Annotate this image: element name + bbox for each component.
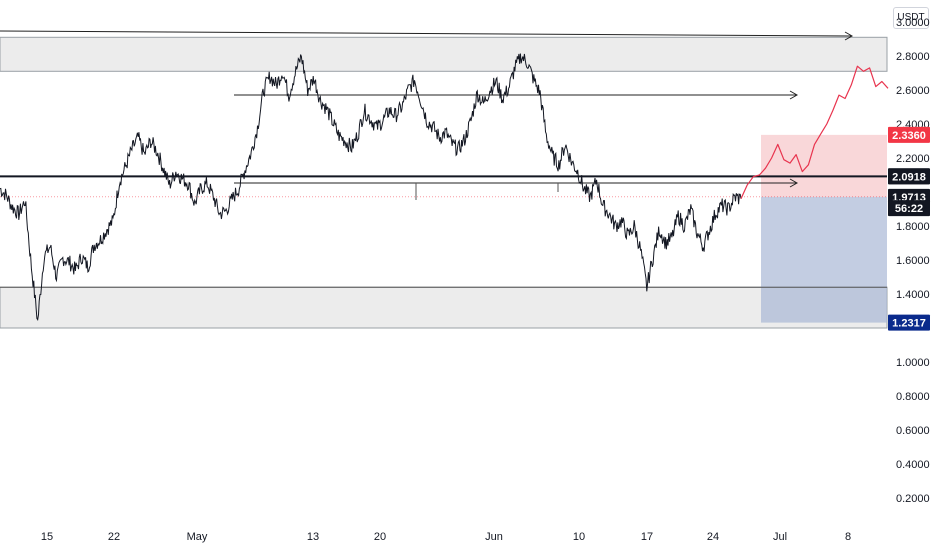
- y-tick-label: 1.6000: [896, 255, 930, 267]
- price-tag-bg: [888, 168, 930, 185]
- y-tick-label: 2.8000: [896, 51, 930, 63]
- x-tick-label: 24: [707, 531, 719, 543]
- y-tick-label: 1.8000: [896, 221, 930, 233]
- x-tick-label: 10: [573, 531, 585, 543]
- price-tag-bg: [888, 200, 930, 217]
- price-tag-label: 2.3360: [892, 130, 926, 142]
- currency-button[interactable]: USDT: [893, 7, 929, 29]
- x-tick-label: 13: [307, 531, 319, 543]
- x-tick-label: 15: [41, 531, 53, 543]
- price-tag-countdown: 56:22: [888, 200, 930, 217]
- upper-arrow-head: [789, 90, 799, 100]
- projection-series: [740, 65, 889, 200]
- price-tag-stop: 2.3360: [888, 126, 930, 143]
- y-tick-label: 0.4000: [896, 459, 930, 471]
- y-tick-label: 3.0000: [896, 17, 930, 29]
- top-arrow-head: [844, 31, 854, 41]
- x-tick-label: 17: [641, 531, 653, 543]
- levels-layer: [0, 175, 887, 288]
- take-profit-zone: [761, 196, 887, 323]
- price-tag-label: 1.2317: [892, 318, 926, 330]
- price-axis: 3.00002.80002.60002.40002.20001.80001.60…: [896, 17, 930, 505]
- x-tick-label: 8: [845, 531, 851, 543]
- y-tick-label: 0.2000: [896, 493, 930, 505]
- arrows-layer: [0, 30, 854, 200]
- time-axis: 15 22 May 13 20 Jun 10 17 24 Jul 8: [41, 531, 851, 543]
- y-tick-label: 2.2000: [896, 153, 930, 165]
- x-tick-label: Jun: [485, 531, 503, 543]
- x-tick-label: Jul: [773, 531, 787, 543]
- price-tag-label: 2.0918: [892, 171, 926, 183]
- price-series: [0, 53, 742, 321]
- price-tag-target: 1.2317: [888, 314, 930, 331]
- y-tick-label: 1.0000: [896, 357, 930, 369]
- x-tick-label: 20: [374, 531, 386, 543]
- upper-range-zone: [0, 36, 888, 72]
- lower-range-zone: [0, 286, 888, 329]
- y-tick-label: 0.6000: [896, 425, 930, 437]
- price-tag-level: 2.0918: [888, 168, 930, 185]
- top-arrow: [0, 30, 853, 37]
- x-tick-label: 22: [108, 531, 120, 543]
- zones-layer: [0, 36, 888, 329]
- series-layer: [0, 53, 889, 321]
- stop-loss-zone: [761, 134, 887, 197]
- y-tick-label: 2.6000: [896, 85, 930, 97]
- x-tick-label: May: [187, 531, 208, 543]
- middle-arrow-head: [789, 178, 799, 188]
- price-tag-label: 56:22: [895, 203, 923, 215]
- y-tick-label: 0.8000: [896, 391, 930, 403]
- y-tick-label: 1.4000: [896, 289, 930, 301]
- price-tag-bg: [888, 126, 930, 143]
- price-tag-bg: [888, 314, 930, 331]
